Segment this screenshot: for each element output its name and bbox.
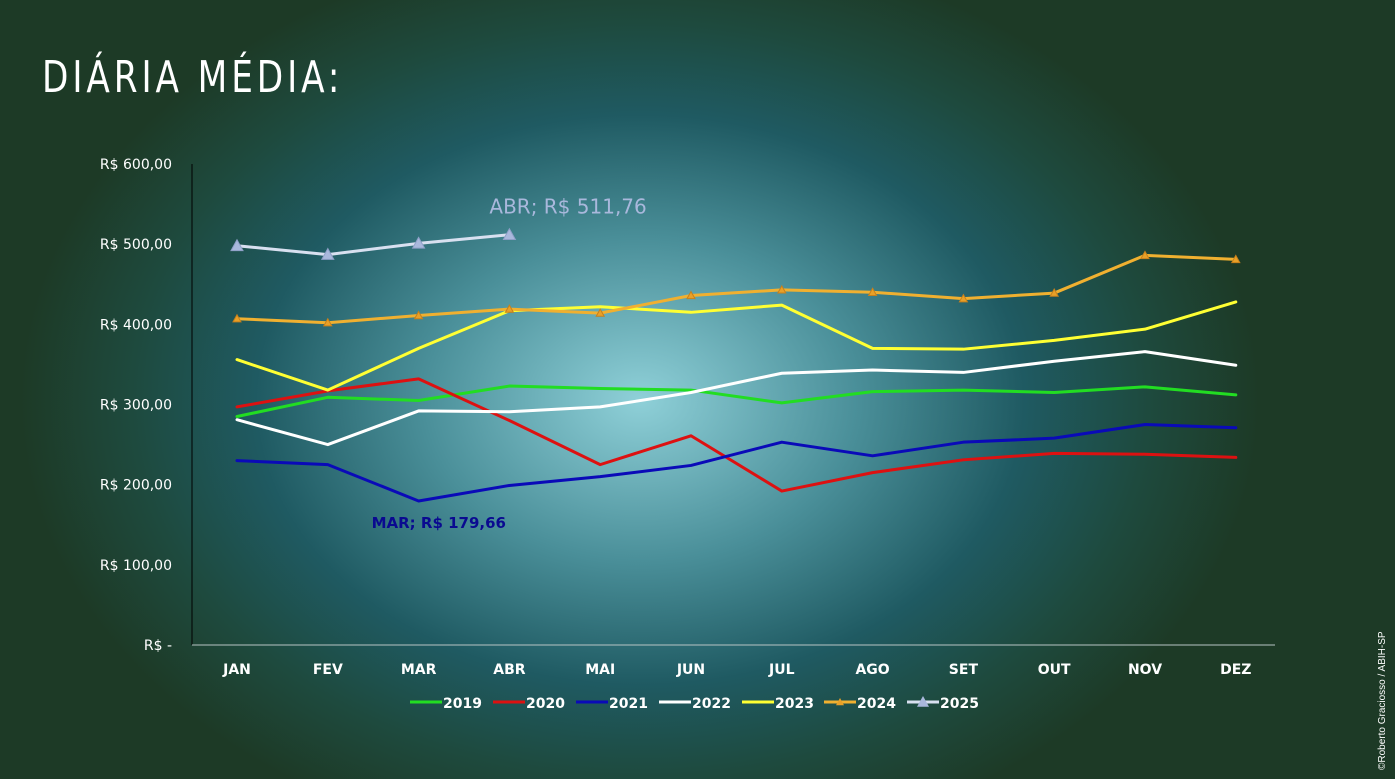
series-line-2024 bbox=[235, 253, 1238, 325]
y-tick-label: R$ 300,00 bbox=[100, 398, 172, 414]
data-point-2025 bbox=[502, 227, 517, 241]
x-tick-label: OUT bbox=[1038, 662, 1071, 678]
x-tick-label: JUL bbox=[768, 662, 795, 678]
legend-label-2025: 2025 bbox=[940, 696, 979, 712]
legend-label-2020: 2020 bbox=[526, 696, 565, 712]
data-point-2024 bbox=[232, 313, 242, 323]
series-line-2023 bbox=[235, 300, 1238, 392]
data-point-2025 bbox=[411, 236, 426, 249]
series-lines bbox=[230, 227, 1241, 503]
annotations: ABR; R$ 511,76 MAR; R$ 179,66 bbox=[372, 195, 647, 532]
x-tick-label: DEZ bbox=[1220, 662, 1251, 678]
x-tick-label: NOV bbox=[1128, 662, 1162, 678]
data-point-2024 bbox=[322, 317, 333, 327]
page-title: DIÁRIA MÉDIA: bbox=[42, 52, 344, 103]
x-tick-label: MAR bbox=[401, 662, 437, 678]
x-tick-label: MAI bbox=[585, 662, 615, 678]
legend-label-2024: 2024 bbox=[857, 696, 896, 712]
data-point-2024 bbox=[867, 287, 878, 296]
legend-marker-2025 bbox=[917, 696, 929, 707]
x-tick-label: JUN bbox=[676, 662, 705, 678]
data-point-2024 bbox=[595, 308, 606, 317]
series-line-2025 bbox=[235, 233, 511, 257]
data-point-2024 bbox=[504, 304, 515, 313]
annotation-2021: MAR; R$ 179,66 bbox=[372, 514, 506, 532]
series-line-2022 bbox=[235, 350, 1238, 447]
x-tick-label: ABR bbox=[493, 662, 526, 678]
legend-marker-2024 bbox=[836, 698, 844, 706]
data-point-2024 bbox=[1230, 254, 1241, 264]
y-tick-label: R$ 100,00 bbox=[100, 558, 172, 574]
x-tick-label: JAN bbox=[222, 662, 251, 678]
legend: 2019 2020 2021 2022 2023 2024 2025 bbox=[410, 696, 979, 712]
legend-label-2021: 2021 bbox=[609, 696, 648, 712]
y-tick-labels: R$ - R$ 100,00 R$ 200,00 R$ 300,00 R$ 400,00… bbox=[100, 157, 172, 654]
y-tick-label: R$ 500,00 bbox=[100, 237, 172, 253]
y-tick-label: R$ - bbox=[144, 638, 172, 654]
annotation-2025: ABR; R$ 511,76 bbox=[489, 195, 646, 219]
data-point-2024 bbox=[413, 310, 424, 320]
data-point-2024 bbox=[958, 293, 969, 303]
data-point-2024 bbox=[776, 284, 787, 294]
credit-text: ©Roberto Graciosso / ABIH-SP bbox=[1377, 631, 1388, 770]
legend-label-2022: 2022 bbox=[692, 696, 731, 712]
x-tick-label: AGO bbox=[855, 662, 889, 678]
x-tick-label: SET bbox=[949, 662, 979, 678]
x-tick-label: FEV bbox=[313, 662, 343, 678]
data-point-2025 bbox=[230, 238, 244, 252]
y-tick-label: R$ 400,00 bbox=[100, 317, 172, 333]
data-point-2024 bbox=[1049, 288, 1060, 297]
series-line-2019 bbox=[235, 384, 1238, 419]
y-tick-label: R$ 600,00 bbox=[100, 157, 172, 173]
series-line-2020 bbox=[235, 377, 1238, 493]
data-point-2025 bbox=[320, 247, 335, 260]
x-tick-labels: JAN FEV MAR ABR MAI JUN JUL AGO SET OUT NOV DEZ bbox=[222, 662, 1251, 678]
data-point-2024 bbox=[1140, 250, 1150, 260]
legend-label-2023: 2023 bbox=[775, 696, 814, 712]
data-point-2024 bbox=[686, 290, 696, 300]
legend-label-2019: 2019 bbox=[443, 696, 482, 712]
series-line-2021 bbox=[235, 423, 1238, 503]
y-tick-label: R$ 200,00 bbox=[100, 478, 172, 494]
